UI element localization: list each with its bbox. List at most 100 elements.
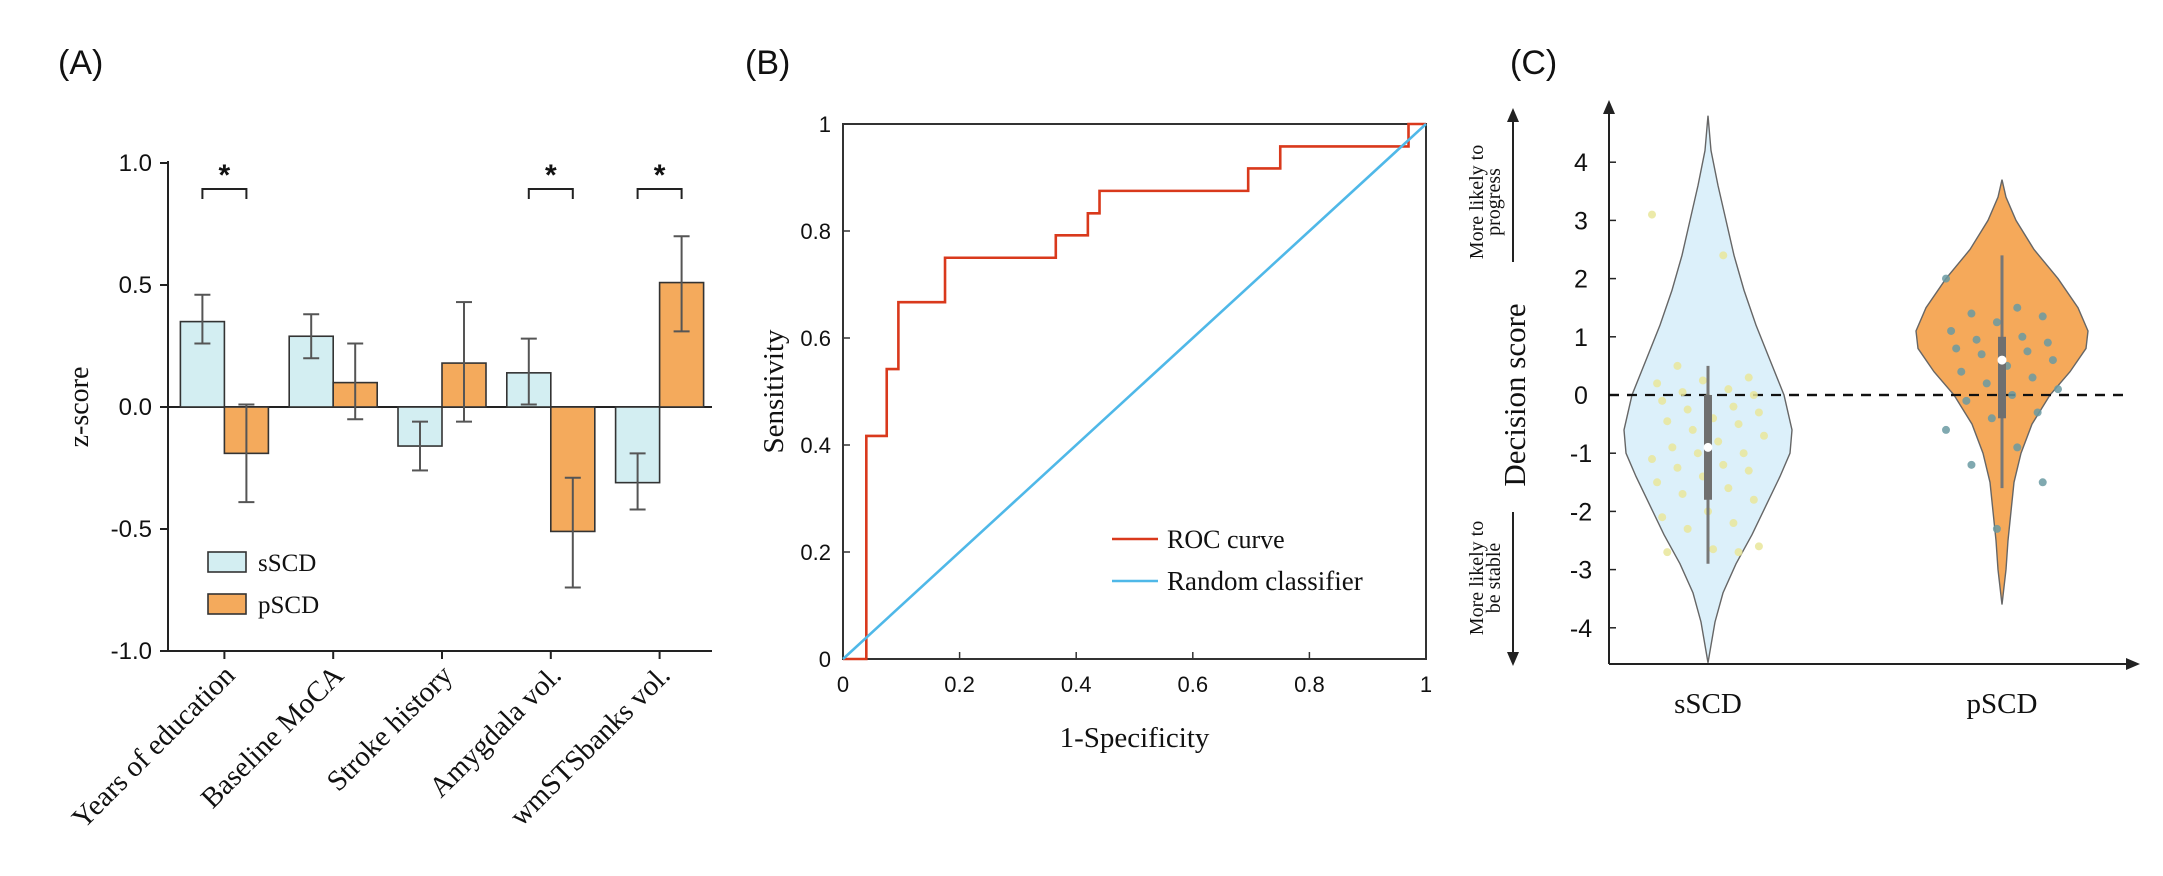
y-tick-label: -4 [1570, 615, 1592, 643]
data-point [1987, 414, 1996, 423]
data-point [2018, 332, 2027, 341]
data-point [1663, 548, 1672, 557]
data-point [1992, 318, 2001, 327]
legend-label: ROC curve [1167, 525, 1285, 554]
data-point [1678, 489, 1687, 498]
y-tick-label: -1 [1570, 440, 1592, 468]
x-tick-label: 0.2 [944, 672, 975, 697]
data-point [1972, 335, 1981, 344]
legend-label: sSCD [258, 550, 316, 577]
data-point [1653, 478, 1662, 487]
iqr-box [1998, 336, 2006, 419]
data-point [1967, 309, 1976, 318]
data-point [1673, 463, 1682, 472]
data-point [1754, 542, 1763, 551]
y-tick-label: 4 [1574, 149, 1588, 177]
data-point [1992, 524, 2001, 533]
data-point [1729, 402, 1738, 411]
legend-label: Random classifier [1167, 566, 1363, 596]
data-point [1698, 376, 1707, 385]
x-tick-label: 1 [1420, 672, 1432, 697]
x-tick-label: 0.4 [1061, 672, 1092, 697]
data-point [1967, 460, 1976, 469]
y-tick-label: 0.0 [119, 394, 152, 421]
arrow-down-label-line-2: be stable [1483, 543, 1505, 614]
median-marker [1703, 442, 1713, 452]
y-tick-label: -1.0 [111, 638, 152, 665]
x-tick-label: pSCD [1967, 688, 2038, 720]
data-point [1648, 210, 1656, 219]
x-tick-label: 0 [837, 672, 849, 697]
significance-bracket [201, 188, 248, 199]
data-point [1714, 437, 1723, 446]
data-point [1724, 484, 1733, 493]
y-tick-label: 0.4 [800, 433, 831, 458]
data-point [1749, 391, 1758, 399]
data-point [1668, 443, 1677, 452]
y-tick-label: 0.6 [800, 326, 831, 351]
data-point [1739, 449, 1748, 458]
x-tick-label: 0.8 [1294, 672, 1325, 697]
arrow-up-label-line-2: progress [1483, 168, 1505, 236]
y-axis-title: Decision score [1497, 303, 1532, 486]
data-point [1663, 417, 1672, 426]
legend-swatch-pSCD [207, 593, 247, 615]
data-point [1749, 495, 1758, 504]
data-point [1962, 396, 1971, 405]
data-point [1658, 513, 1667, 522]
data-point [1734, 420, 1743, 429]
y-tick-label: 1 [819, 112, 831, 137]
y-tick-label: 3 [1574, 207, 1588, 235]
x-tick-label: sSCD [1674, 688, 1742, 720]
data-point [2013, 303, 2022, 312]
data-point [1982, 379, 1991, 388]
data-point [1754, 408, 1763, 417]
data-point [2033, 408, 2042, 417]
significance-bracket [636, 188, 683, 199]
series-line-roc [843, 122, 1426, 661]
x-axis-title: 1-Specificity [1060, 722, 1210, 754]
y-tick-label: 1 [1574, 324, 1588, 352]
data-point [2054, 385, 2062, 394]
arrow-up-label-line-1: More likely to [1466, 145, 1488, 259]
data-point [1719, 251, 1728, 260]
data-point [1719, 460, 1728, 469]
data-point [1673, 361, 1682, 370]
data-point [1744, 373, 1753, 382]
y-tick-label: 0.8 [800, 219, 831, 244]
data-point [1688, 425, 1697, 434]
y-axis-title: z-score [64, 367, 95, 448]
y-tick-label: -2 [1570, 498, 1592, 526]
median-marker [1997, 355, 2007, 365]
significance-star: * [545, 159, 557, 192]
y-tick-label: 0.2 [800, 540, 831, 565]
data-point [1947, 326, 1956, 335]
data-point [1952, 344, 1961, 353]
data-point [1729, 519, 1738, 528]
data-point [1683, 524, 1692, 533]
data-point [2038, 478, 2047, 487]
data-point [2043, 338, 2052, 347]
panel-label-a: (A) [58, 44, 103, 82]
plot-frame [842, 123, 1427, 660]
data-point [1744, 466, 1753, 475]
data-point [2038, 312, 2047, 321]
panel-b-roc-chart: 0 0.2 0.4 0.6 0.8 1 0 0.2 0.4 0.6 0.8 1 1-Specificit… [758, 112, 1432, 754]
y-tick-label: 1.0 [119, 150, 152, 177]
y-tick-label: -3 [1570, 557, 1592, 585]
legend-swatch-sSCD [207, 551, 247, 573]
data-point [1709, 545, 1718, 554]
significance-star: * [654, 159, 666, 192]
x-tick-label: 0.6 [1178, 672, 1209, 697]
y-tick-label: -0.5 [111, 516, 152, 543]
data-point [1724, 385, 1733, 394]
y-tick-label: 0 [1574, 382, 1588, 410]
data-point [1653, 379, 1662, 388]
panel-label-c: (C) [1510, 44, 1557, 82]
legend-label: pSCD [258, 592, 319, 619]
y-tick-label: 2 [1574, 266, 1588, 294]
data-point [1648, 455, 1656, 464]
data-point [2023, 347, 2032, 356]
